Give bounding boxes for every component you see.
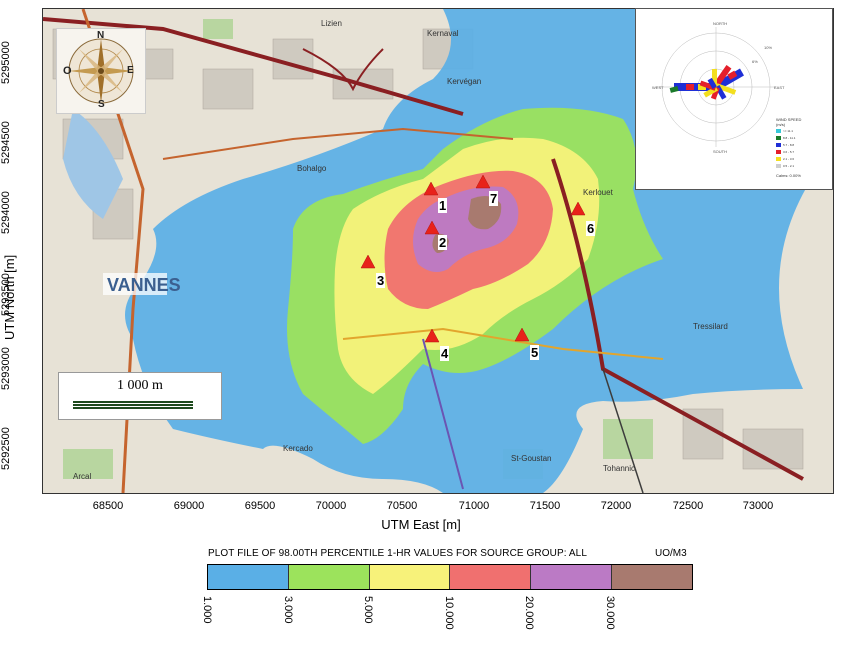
windrose-legend-row: >= 11.1 bbox=[776, 129, 793, 133]
legend-units: UO/M3 bbox=[655, 548, 687, 559]
legend-swatch bbox=[369, 565, 451, 589]
legend-level-label: 10.000 bbox=[443, 596, 455, 630]
scale-bar: 1 000 m bbox=[58, 372, 222, 420]
legend-level-label: 1.000 bbox=[201, 596, 213, 624]
x-tick-label: 69500 bbox=[244, 500, 276, 512]
legend-level-label: 5.000 bbox=[362, 596, 374, 624]
x-axis-label: UTM East [m] bbox=[381, 517, 461, 532]
x-tick-label: 72000 bbox=[600, 500, 632, 512]
compass-west-letter: O bbox=[63, 65, 72, 77]
legend-title: PLOT FILE OF 98.00TH PERCENTILE 1-HR VAL… bbox=[208, 548, 588, 559]
place-label-vannes: VANNES bbox=[107, 275, 181, 295]
receptor-marker-7 bbox=[475, 174, 491, 189]
legend-swatch bbox=[450, 565, 532, 589]
y-tick-label: 5295000 bbox=[0, 41, 12, 84]
legend-swatch bbox=[612, 565, 692, 589]
place-label-bohalgo: Bohalgo bbox=[297, 164, 327, 173]
receptor-label-4: 4 bbox=[440, 346, 450, 361]
windrose-legend-title: WIND SPEED bbox=[776, 117, 802, 122]
receptor-marker-5 bbox=[514, 327, 530, 342]
windrose-chart bbox=[656, 27, 776, 147]
place-label-st-goustan: St-Goustan bbox=[511, 454, 551, 463]
legend-colorbar bbox=[207, 564, 693, 590]
windrose-ring-label-outer: 10% bbox=[764, 45, 773, 50]
y-tick-label: 5293000 bbox=[0, 347, 12, 390]
windrose-petals bbox=[669, 65, 744, 100]
legend-swatch bbox=[531, 565, 613, 589]
scale-label: 1 000 m bbox=[117, 378, 163, 393]
place-label-kernaval: Kernaval bbox=[427, 29, 459, 38]
windrose-legend-row: 5.7 - 8.8 bbox=[776, 143, 794, 147]
legend-swatch bbox=[288, 565, 370, 589]
windrose-inset: NORTH SOUTH EAST WEST 10% 6% WIND SPEED … bbox=[635, 8, 833, 190]
compass-icon bbox=[68, 38, 134, 104]
receptor-marker-4 bbox=[424, 328, 440, 343]
y-tick-label: 5294000 bbox=[0, 191, 12, 234]
place-label-arcal: Arcal bbox=[73, 472, 91, 481]
windrose-south-label: SOUTH bbox=[713, 149, 727, 154]
windrose-legend-row: 0.5 - 2.1 bbox=[776, 164, 794, 168]
scale-bar-lines bbox=[73, 401, 193, 410]
place-label-kervegan: Kervégan bbox=[447, 77, 481, 86]
place-label-tressilard: Tressilard bbox=[693, 322, 728, 331]
x-tick-label: 73000 bbox=[742, 500, 774, 512]
receptor-label-3: 3 bbox=[376, 273, 386, 288]
y-tick-label: 5294500 bbox=[0, 121, 12, 164]
x-tick-label: 70500 bbox=[386, 500, 418, 512]
windrose-west-label: WEST bbox=[652, 85, 664, 90]
place-label-tohannic: Tohannic bbox=[603, 464, 635, 473]
windrose-north-label: NORTH bbox=[713, 21, 728, 26]
receptor-marker-6 bbox=[570, 201, 586, 216]
y-tick-label: 5292500 bbox=[0, 427, 12, 470]
windrose-calms: Calms: 0.00% bbox=[776, 173, 801, 178]
legend-swatch bbox=[208, 565, 289, 589]
receptor-label-5: 5 bbox=[530, 345, 540, 360]
windrose-legend-row: 2.1 - 3.6 bbox=[776, 157, 794, 161]
legend-level-label: 3.000 bbox=[282, 596, 294, 624]
windrose-ring-label-inner: 6% bbox=[752, 59, 758, 64]
windrose-legend-row: 3.6 - 5.7 bbox=[776, 150, 794, 154]
receptor-label-7: 7 bbox=[489, 191, 499, 206]
place-label-lezien: Lizien bbox=[321, 19, 342, 28]
place-label-kercado: Kercado bbox=[283, 444, 313, 453]
bay-water bbox=[63, 109, 123, 219]
x-tick-label: 70000 bbox=[315, 500, 347, 512]
compass-north-letter: N bbox=[97, 30, 105, 41]
legend-level-label: 20.000 bbox=[523, 596, 535, 630]
x-tick-label: 71500 bbox=[529, 500, 561, 512]
receptor-marker-1 bbox=[423, 181, 439, 196]
windrose-legend-row: 8.8 - 11.1 bbox=[776, 136, 795, 140]
windrose-east-label: EAST bbox=[774, 85, 785, 90]
x-tick-label: 71000 bbox=[458, 500, 490, 512]
legend-level-label: 30.000 bbox=[604, 596, 616, 630]
receptor-label-1: 1 bbox=[438, 198, 448, 213]
x-tick-label: 72500 bbox=[672, 500, 704, 512]
receptor-label-6: 6 bbox=[586, 221, 596, 236]
receptor-markers bbox=[360, 174, 586, 343]
place-label-kerlouet: Kerlouet bbox=[583, 188, 614, 197]
x-tick-label: 69000 bbox=[173, 500, 205, 512]
x-tick-label: 68500 bbox=[92, 500, 124, 512]
compass-east-letter: E bbox=[127, 65, 134, 76]
windrose-legend-unit: (m/s) bbox=[776, 122, 786, 127]
receptor-marker-3 bbox=[360, 254, 376, 269]
receptor-marker-2 bbox=[424, 220, 440, 235]
compass-rose: N S E O bbox=[56, 28, 146, 114]
compass-south-letter: S bbox=[98, 99, 105, 110]
y-axis-label: UTM North [m] bbox=[2, 254, 17, 340]
vannes-label-bg bbox=[103, 273, 167, 295]
receptor-label-2: 2 bbox=[438, 235, 448, 250]
